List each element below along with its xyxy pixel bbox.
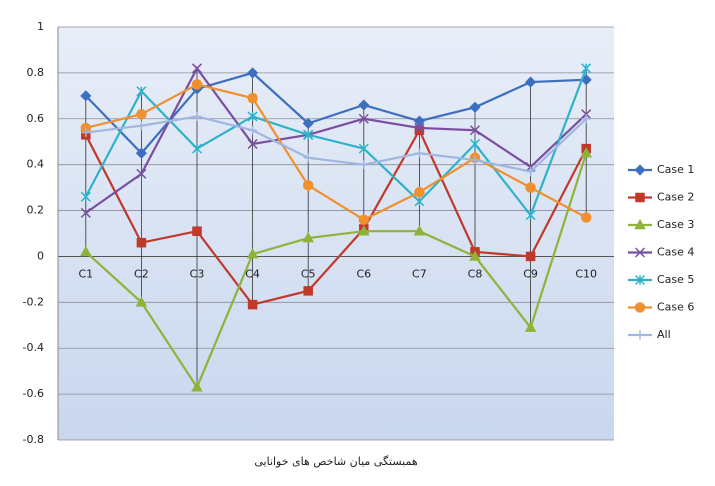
legend-label: Case 1 <box>657 163 694 176</box>
legend-marker <box>636 194 644 202</box>
legend-item: All <box>628 328 671 341</box>
marker <box>415 188 424 197</box>
marker <box>304 287 312 295</box>
x-tick-label: C8 <box>468 267 483 280</box>
y-tick-label: 0.6 <box>27 112 45 125</box>
y-tick-label: 0.4 <box>27 158 45 171</box>
marker <box>249 301 257 309</box>
legend-marker <box>636 331 645 340</box>
legend-marker <box>636 166 645 175</box>
chart: همبستگی میان شاخص های خوانایی -0.8 -0.6 -0… <box>0 0 715 482</box>
x-tick-label: C6 <box>356 267 371 280</box>
x-tick-label: C7 <box>412 267 427 280</box>
x-tick-label: C10 <box>575 267 597 280</box>
marker <box>137 110 146 119</box>
y-tick-label: 0.8 <box>27 66 45 79</box>
marker <box>137 239 145 247</box>
legend-label: All <box>657 328 671 341</box>
legend-label: Case 3 <box>657 218 694 231</box>
marker <box>193 80 202 89</box>
legend-item: Case 1 <box>628 163 694 176</box>
y-tick-label: 0 <box>37 249 44 262</box>
marker <box>193 227 201 235</box>
x-axis-label: همبستگی میان شاخص های خوانایی <box>254 455 417 468</box>
marker <box>359 215 368 224</box>
y-tick-label: 0.2 <box>27 204 45 217</box>
legend-item: Case 3 <box>628 218 694 231</box>
marker <box>582 213 591 222</box>
y-tick-label: -0.6 <box>23 387 44 400</box>
y-tick-label: -0.2 <box>23 295 44 308</box>
marker <box>527 252 535 260</box>
legend-label: Case 6 <box>657 301 694 314</box>
legend-item: Case 2 <box>628 191 694 204</box>
y-tick-label: -0.8 <box>23 433 44 446</box>
y-tick-label: -0.4 <box>23 341 44 354</box>
y-tick-label: 1 <box>37 20 44 33</box>
marker <box>248 94 257 103</box>
legend-item: Case 5 <box>628 273 694 286</box>
marker <box>304 181 313 190</box>
legend-item: Case 6 <box>628 301 694 314</box>
legend-label: Case 5 <box>657 273 694 286</box>
x-tick-label: C1 <box>78 267 93 280</box>
legend-item: Case 4 <box>628 246 694 259</box>
legend-label: Case 4 <box>657 246 694 259</box>
legend-label: Case 2 <box>657 191 694 204</box>
legend-marker <box>636 303 645 312</box>
marker <box>526 183 535 192</box>
